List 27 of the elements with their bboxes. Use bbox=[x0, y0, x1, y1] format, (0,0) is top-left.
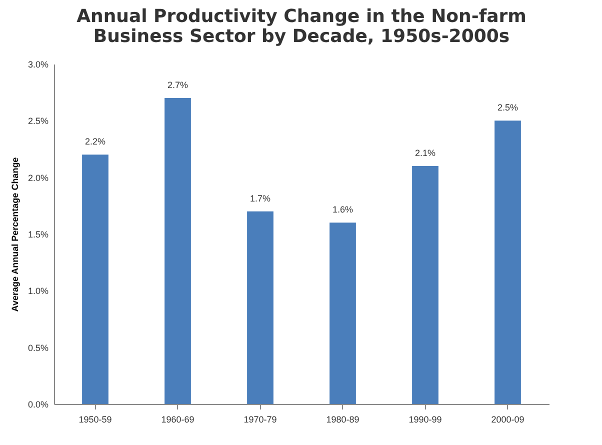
bar bbox=[412, 166, 438, 404]
x-tick-label: 1960-69 bbox=[161, 414, 194, 424]
x-tick-label: 1950-59 bbox=[78, 414, 112, 424]
bar bbox=[164, 98, 191, 404]
y-tick-label: 1.5% bbox=[28, 230, 48, 240]
y-tick-label: 0.0% bbox=[28, 400, 48, 410]
x-tick-label: 1980-89 bbox=[326, 414, 360, 424]
y-tick-label: 2.0% bbox=[28, 172, 48, 183]
y-tick-label: 2.5% bbox=[28, 116, 48, 126]
y-tick-label: 0.5% bbox=[28, 342, 48, 353]
bar bbox=[494, 120, 521, 404]
y-tick-label: 1.0% bbox=[28, 286, 48, 296]
data-label: 1.6% bbox=[332, 204, 354, 215]
data-label: 2.5% bbox=[497, 102, 518, 113]
data-label: 1.7% bbox=[250, 193, 271, 204]
bar bbox=[247, 211, 274, 404]
y-tick-label: 3.0% bbox=[28, 60, 48, 70]
bar bbox=[82, 154, 108, 404]
data-label: 2.1% bbox=[414, 148, 436, 158]
data-label: 2.7% bbox=[167, 80, 188, 90]
bar bbox=[330, 222, 356, 404]
chart-title: Annual Productivity Change in the Non-farm Business Sector by Decade, 1950s-2000s bbox=[76, 6, 526, 47]
x-tick-label: 2000-09 bbox=[491, 414, 524, 424]
x-tick-label: 1990-99 bbox=[408, 414, 442, 424]
y-axis-title: Average Annual Percentage Change bbox=[10, 157, 20, 312]
x-tick-label: 1970-79 bbox=[244, 414, 277, 424]
data-label: 2.2% bbox=[84, 136, 106, 147]
